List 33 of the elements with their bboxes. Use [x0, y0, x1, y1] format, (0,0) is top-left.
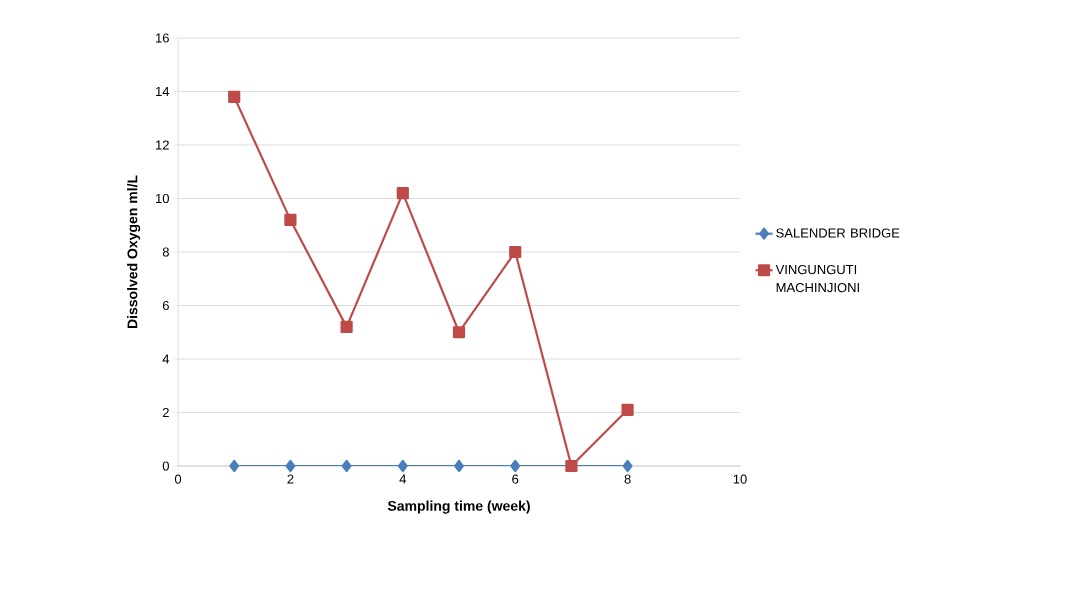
point [228, 90, 241, 103]
y-tick-label: 4 [162, 354, 170, 364]
x-tick-label: 0 [174, 474, 182, 484]
point [341, 459, 352, 473]
y-tick-label: 2 [162, 407, 169, 418]
point [454, 459, 464, 473]
x-tick-label: 8 [624, 474, 631, 484]
x-tick-label: 6 [512, 474, 519, 484]
y-axis-title: Dissolved Oxygen ml/L [127, 175, 141, 329]
point [510, 459, 521, 473]
point [340, 320, 353, 333]
point [509, 245, 522, 259]
y-tick-label: 8 [162, 247, 169, 257]
point [452, 326, 466, 339]
point [621, 403, 634, 416]
y-tick-label: 0 [162, 461, 169, 471]
y-tick-label: 14 [156, 87, 170, 96]
x-tick-label: 4 [399, 474, 407, 484]
point [397, 459, 408, 473]
point [285, 459, 296, 473]
y-tick-label: 12 [156, 140, 169, 150]
y-tick-label: 10 [156, 193, 169, 204]
point [622, 459, 633, 473]
point [229, 459, 240, 473]
legend-label: VINGUNGUTI MACHINJIONI [775, 264, 859, 293]
x-axis-title: Sampling time (week) [387, 500, 530, 514]
y-tick-label: 16 [156, 33, 169, 43]
point [284, 213, 297, 226]
point [396, 187, 409, 200]
x-tick-label: 10 [733, 474, 747, 484]
legend-label: SALENDER BRIDGE [776, 228, 900, 238]
x-tick-label: 2 [287, 474, 294, 484]
y-tick-label: 6 [162, 300, 169, 311]
